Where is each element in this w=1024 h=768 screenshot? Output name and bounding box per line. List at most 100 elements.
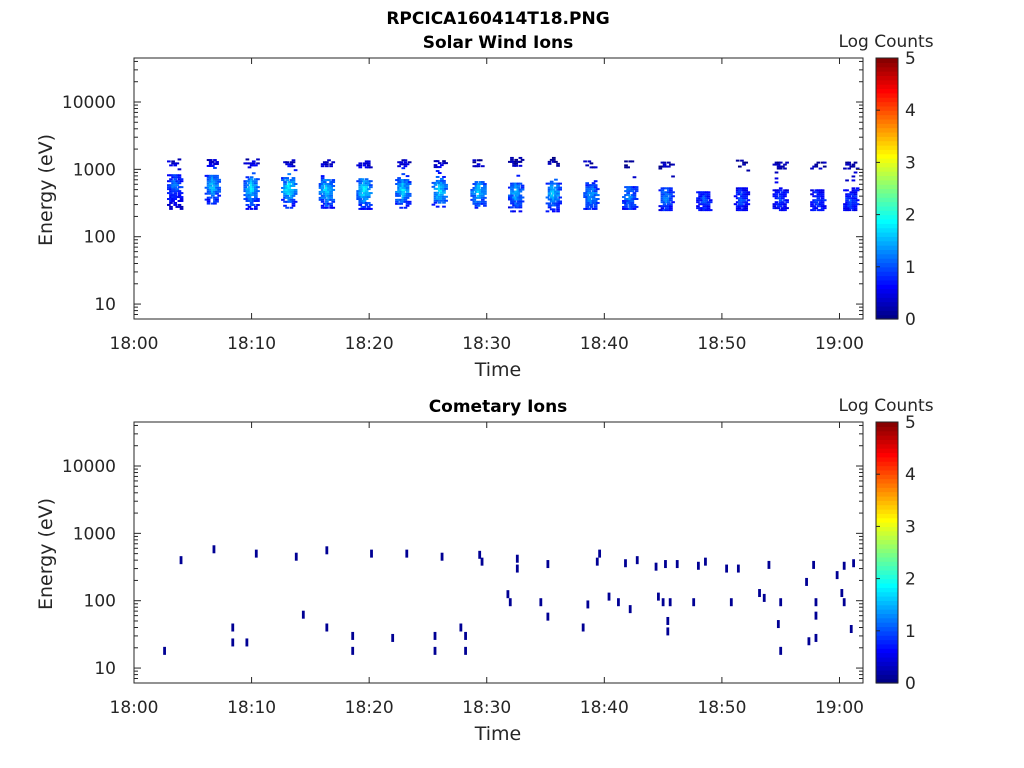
spectrogram-cell bbox=[204, 174, 209, 177]
spectrogram-cell bbox=[483, 183, 487, 186]
spectrogram-cell bbox=[781, 165, 785, 168]
spectrogram-cell bbox=[595, 557, 599, 566]
spectrogram-cell bbox=[660, 193, 665, 196]
spectrogram-cell bbox=[329, 204, 333, 207]
spectrogram-cell bbox=[249, 192, 254, 195]
spectrogram-cell bbox=[213, 182, 217, 185]
spectrogram-cell bbox=[664, 201, 669, 204]
spectrogram-cell bbox=[470, 198, 475, 201]
spectrogram-cell bbox=[327, 192, 331, 195]
spectrogram-cell bbox=[243, 194, 248, 197]
spectrogram-cell bbox=[206, 192, 211, 195]
spectrogram-cell bbox=[208, 178, 213, 181]
spectrogram-cell bbox=[554, 192, 558, 195]
spectrogram-cell bbox=[289, 198, 294, 201]
spectrogram-cell bbox=[696, 207, 700, 210]
spectrogram-cell bbox=[706, 207, 711, 210]
spectrogram-cell bbox=[737, 199, 742, 202]
spectrogram-cell bbox=[812, 201, 816, 204]
spectrogram-cell bbox=[325, 202, 329, 205]
spectrogram-cell bbox=[626, 194, 630, 197]
spectrogram-cell bbox=[744, 201, 749, 204]
x-tick-label: 18:10 bbox=[227, 698, 276, 718]
spectrogram-cell bbox=[474, 190, 479, 193]
spectrogram-cell bbox=[742, 209, 746, 212]
spectrogram-cell bbox=[742, 195, 746, 198]
spectrogram-cell bbox=[587, 192, 592, 195]
spectrogram-cell bbox=[173, 164, 178, 167]
colorbar-segment bbox=[876, 297, 898, 303]
spectrogram-cell bbox=[179, 205, 184, 208]
spectrogram-cell bbox=[630, 201, 635, 204]
colorbar-segment bbox=[876, 478, 898, 484]
spectrogram-cell bbox=[442, 205, 446, 208]
spectrogram-cell bbox=[783, 193, 787, 196]
spectrogram-cell bbox=[518, 196, 523, 199]
spectrogram-cell bbox=[776, 189, 781, 192]
spectrogram-cell bbox=[249, 164, 254, 167]
spectrogram-cell bbox=[634, 205, 639, 208]
spectrogram-cell bbox=[510, 192, 514, 195]
colorbar-segment bbox=[876, 439, 898, 445]
spectrogram-cell bbox=[320, 183, 325, 186]
spectrogram-cell bbox=[662, 163, 667, 166]
colorbar-segment bbox=[876, 166, 898, 172]
spectrogram-cell bbox=[510, 184, 514, 187]
spectrogram-cell bbox=[213, 186, 217, 189]
spectrogram-cell bbox=[814, 191, 819, 194]
spectrogram-cell bbox=[215, 200, 219, 203]
spectrogram-cell bbox=[362, 162, 367, 165]
spectrogram-cell bbox=[624, 198, 628, 201]
spectrogram-cell bbox=[283, 192, 287, 195]
spectrogram-cell bbox=[171, 200, 175, 202]
spectrogram-cell bbox=[510, 194, 514, 197]
spectrogram-cell bbox=[208, 182, 213, 185]
colorbar-segment bbox=[876, 526, 898, 532]
spectrogram-cell bbox=[206, 184, 211, 187]
spectrogram-cell bbox=[510, 210, 514, 213]
spectrogram-cell bbox=[554, 178, 558, 181]
spectrogram-cell bbox=[510, 190, 514, 193]
spectrogram-cell bbox=[812, 560, 816, 569]
spectrogram-cell bbox=[433, 181, 438, 184]
spectrogram-cell bbox=[587, 184, 592, 187]
spectrogram-cell bbox=[849, 201, 854, 204]
spectrogram-cell bbox=[632, 207, 637, 210]
spectrogram-cell bbox=[245, 190, 250, 193]
spectrogram-cell bbox=[440, 179, 444, 182]
spectrogram-cell bbox=[175, 190, 180, 193]
colorbar-segment bbox=[876, 552, 898, 558]
spectrogram-cell bbox=[175, 176, 180, 179]
spectrogram-cell bbox=[360, 194, 365, 197]
spectrogram-cell bbox=[251, 186, 256, 189]
spectrogram-cell bbox=[442, 197, 446, 200]
spectrogram-cell bbox=[327, 202, 331, 205]
colorbar-segment bbox=[876, 426, 898, 432]
spectrogram-cell bbox=[774, 207, 779, 210]
spectrogram-cell bbox=[658, 209, 663, 212]
spectrogram-cell bbox=[587, 188, 592, 191]
spectrogram-cell bbox=[810, 201, 814, 204]
spectrogram-cell bbox=[472, 165, 477, 168]
colorbar-segment bbox=[876, 474, 898, 480]
spectrogram-cell bbox=[247, 196, 252, 199]
spectrogram-cell bbox=[669, 199, 673, 202]
spectrogram-cell bbox=[556, 208, 560, 211]
spectrogram-cell bbox=[666, 207, 671, 210]
spectrogram-cell bbox=[812, 165, 816, 168]
spectrogram-cell bbox=[433, 166, 438, 169]
spectrogram-cell bbox=[247, 162, 252, 165]
spectrogram-cell bbox=[403, 186, 408, 189]
spectrogram-cell bbox=[251, 164, 256, 167]
spectrogram-cell bbox=[249, 200, 254, 202]
spectrogram-cell bbox=[853, 203, 858, 206]
spectrogram-cell bbox=[289, 206, 294, 209]
spectrogram-cell bbox=[816, 161, 821, 164]
spectrogram-cell bbox=[399, 192, 404, 195]
spectrogram-cell bbox=[514, 204, 519, 207]
x-tick-label: 18:50 bbox=[697, 334, 746, 354]
spectrogram-cell bbox=[167, 198, 171, 201]
colorbar-segment bbox=[876, 665, 898, 671]
spectrogram-cell bbox=[366, 180, 371, 183]
spectrogram-cell bbox=[658, 167, 663, 170]
